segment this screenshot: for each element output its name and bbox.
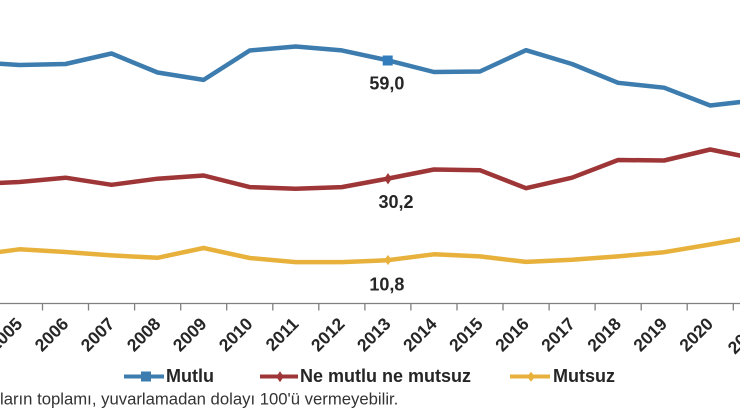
svg-text:2007: 2007 [77,314,119,356]
svg-text:2021: 2021 [724,316,740,358]
svg-text:2012: 2012 [307,314,349,356]
svg-text:10,8: 10,8 [369,275,404,295]
svg-text:2015: 2015 [445,314,487,356]
svg-text:2006: 2006 [31,314,73,356]
svg-text:2008: 2008 [123,314,165,356]
svg-text:30,2: 30,2 [378,192,413,212]
svg-text:2009: 2009 [169,314,211,356]
svg-text:59,0: 59,0 [369,74,404,94]
svg-text:2017: 2017 [537,314,579,356]
svg-text:2013: 2013 [353,314,395,356]
svg-text:ların toplamı, yuvarlamadan do: ların toplamı, yuvarlamadan dolayı 100'ü… [0,390,398,409]
svg-text:2011: 2011 [262,313,303,354]
svg-text:2014: 2014 [399,314,441,356]
svg-text:Ne mutlu ne mutsuz: Ne mutlu ne mutsuz [300,366,471,386]
svg-text:2010: 2010 [215,314,257,356]
svg-text:2018: 2018 [583,314,625,356]
svg-text:Mutsuz: Mutsuz [553,366,615,386]
svg-text:2020: 2020 [675,314,717,356]
svg-text:Mutlu: Mutlu [166,366,214,386]
svg-text:2005: 2005 [0,314,26,356]
svg-text:2019: 2019 [629,314,671,356]
svg-text:2016: 2016 [491,314,533,356]
